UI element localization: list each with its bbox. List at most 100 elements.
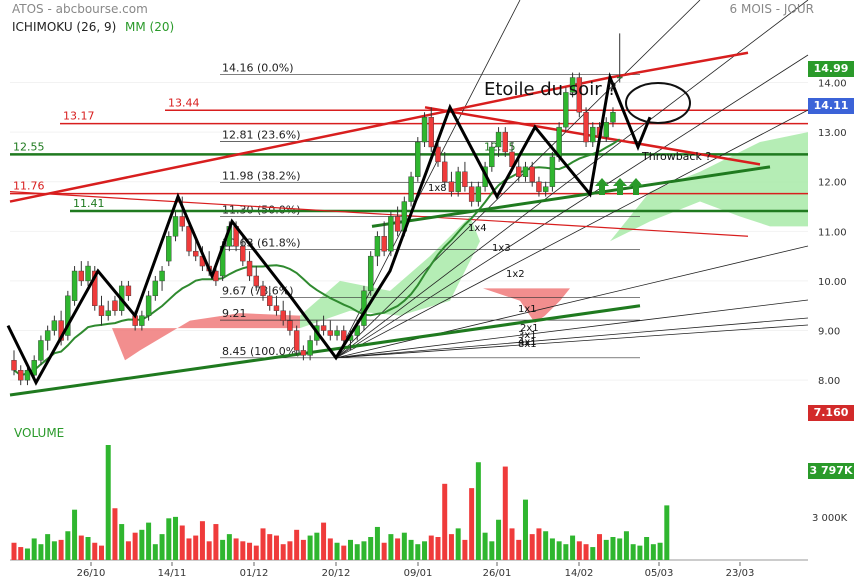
candle-body [186,226,192,252]
volume-bar [354,544,360,560]
candle-body [421,117,428,143]
candle-body [617,76,623,79]
x-tick-label: 26/01 [483,568,512,579]
candle-body [172,216,179,237]
volume-bar [24,548,30,560]
candle-body [18,370,24,381]
candle-body [435,146,441,163]
trend-lines [9,51,771,397]
volume-bar [502,466,508,560]
volume-bar [442,483,448,560]
volume-bar [280,544,286,560]
candle-body [468,186,475,202]
x-tick-label: 14/11 [158,568,187,579]
gann-fan-line [335,299,809,359]
volume-bar [31,538,37,560]
volume-bar [536,528,542,560]
candle-body [273,305,280,311]
volume-bar [105,445,111,560]
candles [11,33,623,386]
candle-body [341,330,347,341]
volume-bar [51,541,57,560]
candle-body [179,216,185,227]
gann-fan-line [335,54,809,359]
y-tick-label: 10.00 [818,277,847,288]
candle-body [112,300,118,311]
candle-body [408,176,414,202]
volume-bar [408,539,414,560]
volume-bar [374,526,380,560]
candle-body [334,330,340,336]
candle-body [529,166,535,182]
gann-fan-label: 1x4 [468,223,487,234]
volume-bar [462,539,468,560]
candle-body [240,246,246,262]
candle-body [516,166,522,177]
volume-bar [428,535,434,560]
volume-tick-label: 3 000K [812,513,848,524]
volume-bar [132,532,138,560]
volume-bar [287,541,293,560]
candle-body [442,161,448,182]
volume-bar [556,541,562,560]
volume-bar [489,541,495,560]
candle-body [92,270,98,306]
y-tick-label: 12.00 [818,178,847,189]
volume-bars [11,445,670,560]
volume-bar [401,532,407,560]
candle-body [569,77,576,93]
candle-body [31,360,37,376]
gann-fan-line [335,0,701,359]
fibonacci-levels: 14.16 (0.0%)12.81 (23.6%)11.98 (38.2%)11… [220,62,640,359]
candle-body [367,255,374,292]
volume-bar [361,541,367,560]
volume-bar [11,542,17,560]
candle-body [536,181,542,192]
candle-body [78,270,85,282]
candle-body [11,360,17,371]
candle-body [489,146,495,168]
fib-label: 9.21 [222,307,247,320]
volume-bar [125,541,131,560]
candle-body [260,285,266,297]
candle-body [253,275,259,287]
candle-body [98,305,105,316]
volume-bar [300,539,306,560]
gann-fan-label: 1x2 [506,269,525,280]
candle-body [475,186,482,202]
fib-label: 8.45 (100.0%) [222,345,301,358]
volume-bar [321,522,327,560]
candle-body [152,280,159,297]
resistance-trendline-ext [609,51,749,79]
volume-bar [307,535,313,560]
volume-bar [395,538,401,560]
candle-body [495,131,502,148]
gann-fan-label: 1x8 [428,183,447,194]
gann-fan-label: 3x1 [518,330,537,341]
volume-bar [294,529,300,560]
x-tick-label: 09/01 [404,568,433,579]
gann-fan-line [335,0,521,359]
volume-bar [576,541,582,560]
high-price-badge: 14.99 [808,61,854,77]
candle-body [159,270,165,282]
volume-bar [38,544,44,560]
volume-bar [240,541,246,560]
candle-body [105,310,111,316]
volume-bar [650,544,656,560]
volume-bar [220,539,226,560]
volume-bar [45,534,51,560]
fib-label: 11.98 (38.2%) [222,170,301,183]
candle-body [24,370,31,381]
volume-bar [509,528,515,560]
volume-bar [610,537,616,560]
volume-bar [644,537,650,560]
volume-bar [368,537,374,560]
volume-bar [435,537,441,560]
candle-body [428,117,434,148]
volume-bar [233,538,239,560]
volume-bar [617,538,623,560]
evening-star-circle [625,82,691,124]
candle-body [267,295,273,306]
